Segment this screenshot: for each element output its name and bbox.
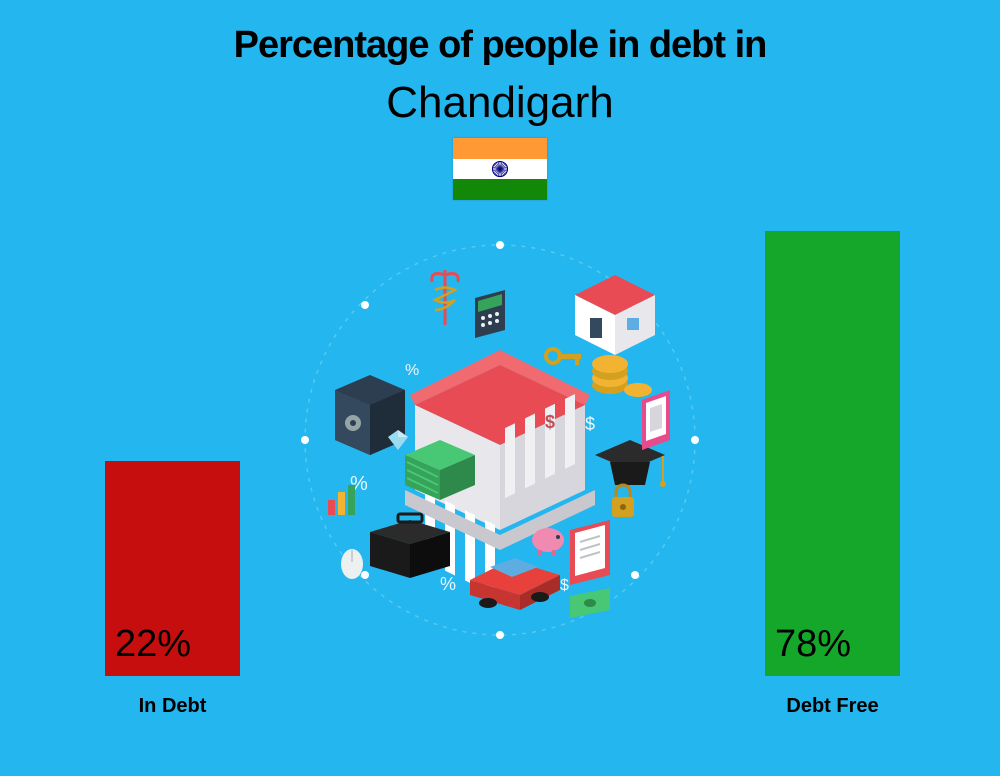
india-flag-icon [453, 138, 547, 200]
calculator-icon [475, 290, 505, 338]
dollar-icon: $ [560, 577, 569, 594]
svg-text:$: $ [545, 412, 555, 432]
title-line-2: Chandigarh [0, 78, 1000, 128]
piggy-bank-icon [532, 528, 564, 556]
bar-label-debt_free: Debt Free [786, 695, 878, 718]
flag-green-stripe [453, 179, 547, 200]
bar-value-debt_free: 78% [775, 623, 851, 666]
clipboard-icon [570, 520, 610, 585]
percent-icon: % [405, 362, 419, 379]
bar-debt_free: 78%Debt Free [765, 231, 900, 676]
ashoka-chakra-icon [491, 160, 509, 178]
graduation-cap-icon [595, 440, 666, 487]
lock-icon [612, 485, 634, 517]
key-icon [546, 349, 581, 365]
phone-icon [642, 390, 670, 450]
finance-illustration: $ [290, 230, 710, 650]
bar-label-in_debt: In Debt [139, 695, 207, 718]
flag-saffron-stripe [453, 138, 547, 159]
title-line-1: Percentage of people in debt in [0, 24, 1000, 67]
bar-value-in_debt: 22% [115, 623, 191, 666]
banknote-icon [570, 588, 610, 618]
mouse-icon [341, 549, 363, 579]
caduceus-icon [432, 270, 458, 325]
percent-icon: % [440, 574, 456, 594]
car-icon [470, 558, 560, 610]
bar-chart-icon [328, 485, 355, 515]
coins-icon [592, 355, 652, 397]
house-icon [575, 275, 655, 355]
bar-in_debt: 22%In Debt [105, 461, 240, 676]
dollar-icon: $ [585, 414, 595, 434]
flag-white-stripe [453, 159, 547, 180]
briefcase-icon [370, 514, 450, 578]
